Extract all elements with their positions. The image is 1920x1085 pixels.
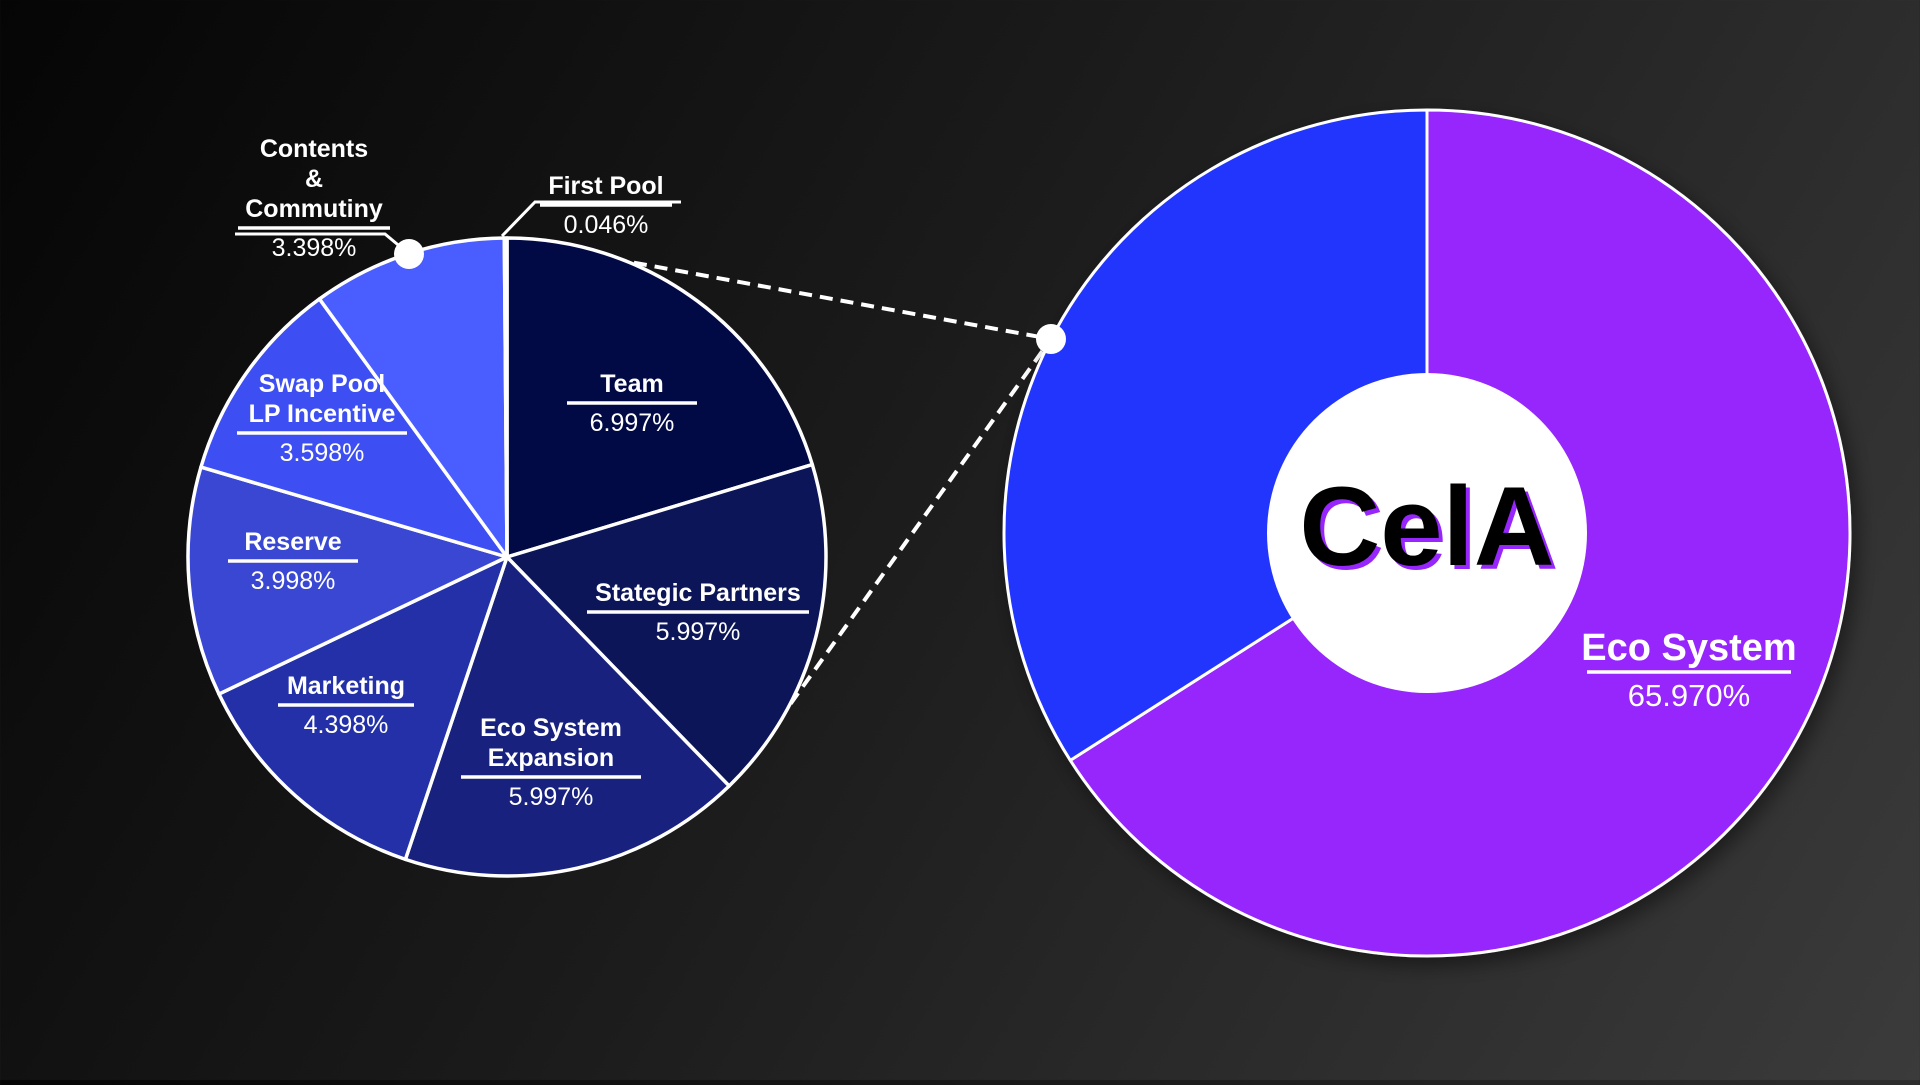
slice-value: 65.970% bbox=[1628, 678, 1750, 713]
connector-line-bottom bbox=[752, 337, 1053, 757]
label-reserve: Reserve 3.998% bbox=[228, 528, 358, 595]
slice-value: 5.997% bbox=[656, 618, 741, 646]
slice-label: Expansion bbox=[488, 744, 614, 772]
slice-value: 5.997% bbox=[509, 783, 594, 811]
donut-center-hole bbox=[1267, 373, 1587, 693]
slice-value: 3.598% bbox=[280, 439, 365, 467]
pie-slice-stategic-partners bbox=[505, 462, 828, 788]
slice-label: Commutiny bbox=[245, 195, 383, 223]
pie-slice-team bbox=[505, 236, 815, 559]
label-marketing: Marketing 4.398% bbox=[278, 672, 414, 739]
slice-label: Swap Pool bbox=[259, 370, 385, 398]
pie-slice-first-pool bbox=[502, 236, 509, 559]
slice-label: & bbox=[305, 165, 323, 193]
slice-label: First Pool bbox=[548, 172, 663, 200]
slice-value: 6.997% bbox=[590, 409, 675, 437]
leader-line-contents bbox=[235, 232, 410, 256]
slice-value: 4.398% bbox=[304, 711, 389, 739]
slice-label: Marketing bbox=[287, 672, 405, 700]
connector-dot-right bbox=[1036, 324, 1066, 354]
slice-value: 3.398% bbox=[272, 234, 357, 262]
label-contents-commutiny: Contents&Commutiny 3.398% bbox=[238, 135, 390, 262]
pie-slice-marketing bbox=[217, 555, 509, 862]
pie-slice-eco-system-expansion bbox=[403, 555, 731, 878]
pie-slice-swap-pool-lp-incentive bbox=[199, 297, 509, 559]
slice-label: Eco System bbox=[480, 714, 622, 742]
center-label-shadow: CelA bbox=[1303, 468, 1558, 593]
overview-donut-chart bbox=[1002, 108, 1852, 958]
allocation-pie-chart bbox=[186, 236, 828, 878]
slice-label: Contents bbox=[260, 135, 368, 163]
slice-value: 0.046% bbox=[564, 211, 649, 239]
slice-label: Team bbox=[600, 370, 663, 398]
label-first-pool: First Pool 0.046% bbox=[540, 172, 672, 239]
slice-label: Reserve bbox=[244, 528, 341, 556]
slice-label: LP Incentive bbox=[249, 400, 396, 428]
slice-label: Stategic Partners bbox=[595, 579, 801, 607]
label-eco-system: Eco System 65.970% bbox=[1581, 627, 1796, 713]
slice-label: Eco System bbox=[1581, 627, 1796, 669]
pie-slice-reserve bbox=[186, 465, 509, 696]
slice-value: 3.998% bbox=[251, 567, 336, 595]
label-team: Team 6.997% bbox=[567, 370, 697, 437]
leader-line-first-pool bbox=[500, 200, 681, 238]
center-label: CelA bbox=[1299, 464, 1554, 589]
label-stategic-partners: Stategic Partners 5.997% bbox=[587, 579, 809, 646]
